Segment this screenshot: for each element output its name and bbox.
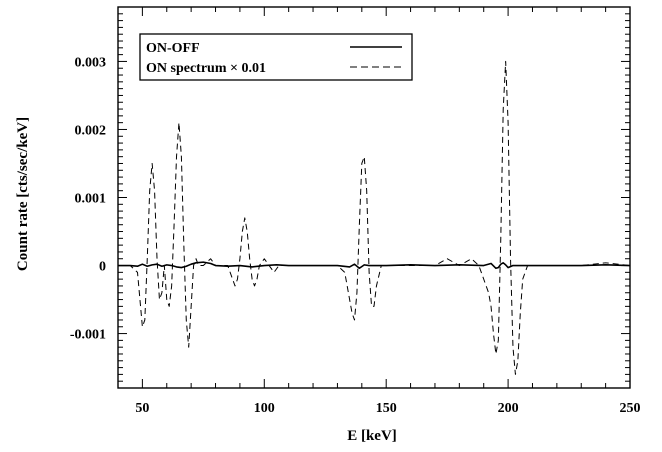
legend-label-1: ON spectrum × 0.01 (146, 61, 266, 76)
series-line-0 (118, 261, 631, 270)
y-tick-label: 0.002 (75, 123, 107, 138)
y-tick-label: 0 (99, 260, 106, 275)
legend-box (139, 33, 413, 81)
plot-layer: 50 100 150 200 250 -0.001 0 0.001 0.002 0.003 (70, 6, 641, 416)
series-line-1 (118, 60, 631, 375)
x-tick-label: 150 (376, 401, 397, 416)
x-tick-label: 200 (498, 401, 519, 416)
x-tick-label: 100 (254, 401, 275, 416)
y-tick-label: -0.001 (70, 328, 106, 343)
x-tick-label: 250 (620, 401, 641, 416)
legend-label-0: ON-OFF (146, 41, 200, 56)
y-tick-label: 0.003 (75, 55, 107, 70)
y-axis-title: Count rate [cts/sec/keV] (15, 117, 31, 271)
x-tick-label: 50 (135, 401, 149, 416)
y-tick-label: 0.001 (75, 192, 107, 207)
legend: ON-OFF ON spectrum × 0.01 (139, 33, 413, 81)
x-axis-title: E [keV] (347, 428, 397, 444)
